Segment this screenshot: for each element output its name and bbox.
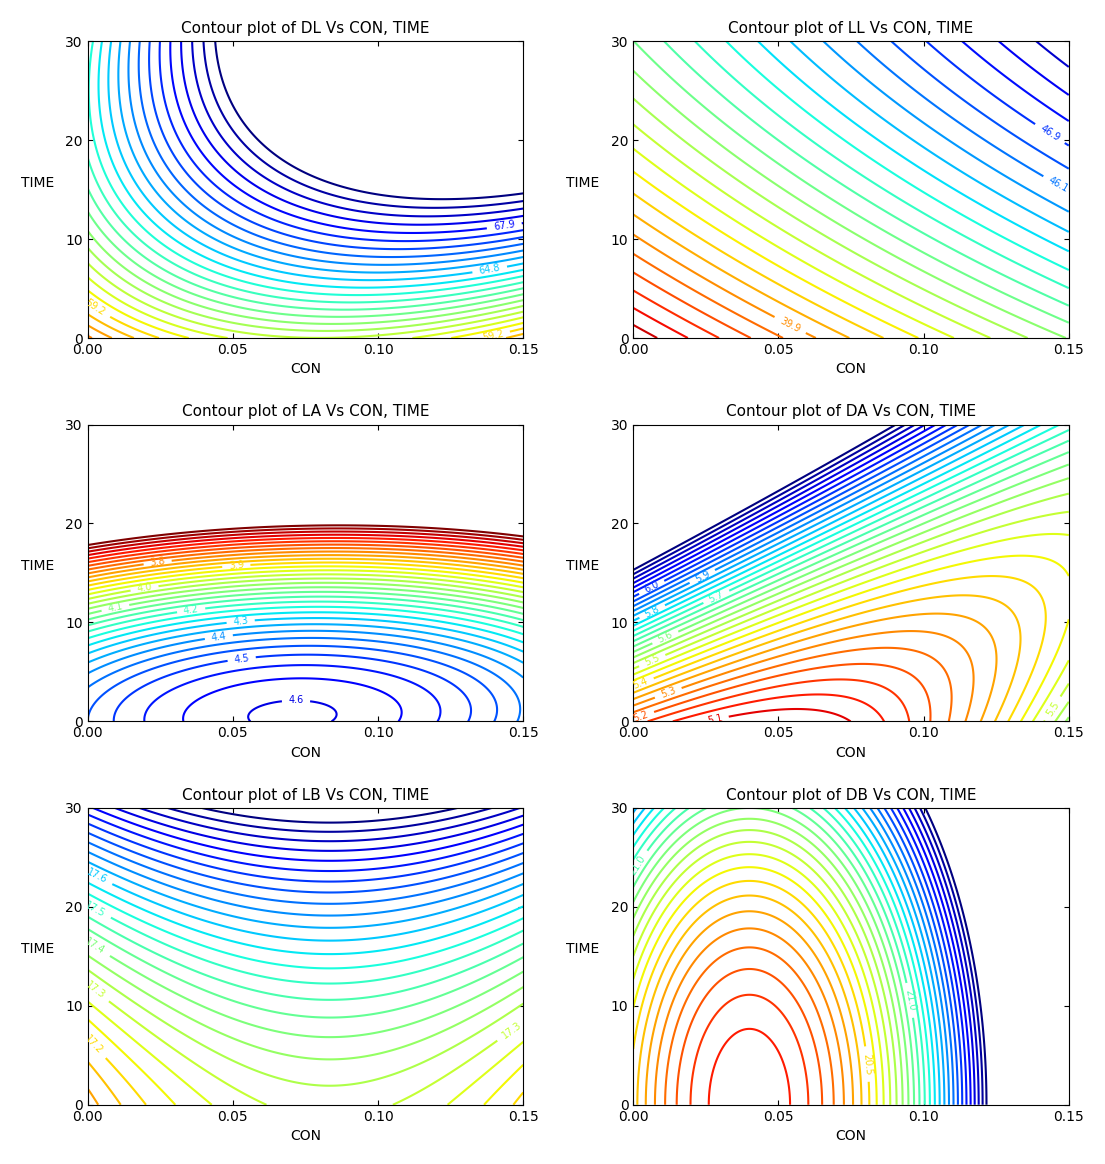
X-axis label: CON: CON [835,746,866,760]
Text: 4.1: 4.1 [107,602,124,615]
Title: Contour plot of DB Vs CON, TIME: Contour plot of DB Vs CON, TIME [726,788,977,802]
Text: 67.9: 67.9 [493,220,516,233]
Y-axis label: TIME: TIME [21,559,54,573]
Title: Contour plot of DL Vs CON, TIME: Contour plot of DL Vs CON, TIME [181,21,430,36]
Text: 21.0: 21.0 [628,853,648,878]
Text: 46.9: 46.9 [1039,123,1062,143]
Text: 5.3: 5.3 [660,686,677,700]
Text: 5.7: 5.7 [707,589,726,604]
Text: 5.9: 5.9 [693,568,712,584]
Text: 6.0: 6.0 [643,580,661,595]
Text: 17.3: 17.3 [83,980,106,1001]
X-axis label: CON: CON [290,1129,320,1143]
Text: 59.2: 59.2 [83,298,107,318]
Text: 3.9: 3.9 [229,560,244,572]
X-axis label: CON: CON [290,362,320,376]
Text: 5.1: 5.1 [706,714,724,726]
X-axis label: CON: CON [290,746,320,760]
X-axis label: CON: CON [835,362,866,376]
Text: 4.2: 4.2 [182,604,199,616]
Y-axis label: TIME: TIME [567,559,600,573]
Text: 4.5: 4.5 [233,653,250,665]
Text: 5.8: 5.8 [643,604,661,619]
Text: 5.6: 5.6 [656,630,674,645]
Text: 3.8: 3.8 [149,556,166,568]
Text: 17.3: 17.3 [499,1020,524,1041]
Text: 4.3: 4.3 [233,616,249,627]
Text: 5.2: 5.2 [632,709,650,724]
Text: 4.6: 4.6 [288,696,304,705]
Text: 64.8: 64.8 [478,263,501,276]
Y-axis label: TIME: TIME [567,176,600,190]
Y-axis label: TIME: TIME [21,943,54,957]
Text: 21.0: 21.0 [903,989,917,1012]
Y-axis label: TIME: TIME [21,176,54,190]
Text: 59.2: 59.2 [481,328,504,342]
Text: 46.1: 46.1 [1046,176,1071,194]
Text: 20.5: 20.5 [861,1052,873,1076]
X-axis label: CON: CON [835,1129,866,1143]
Title: Contour plot of LB Vs CON, TIME: Contour plot of LB Vs CON, TIME [182,788,429,802]
Text: 4.0: 4.0 [136,582,152,595]
Text: 17.5: 17.5 [84,900,107,918]
Text: 4.4: 4.4 [211,631,227,643]
Y-axis label: TIME: TIME [567,943,600,957]
Text: 5.5: 5.5 [1044,700,1061,718]
Title: Contour plot of LA Vs CON, TIME: Contour plot of LA Vs CON, TIME [181,404,429,419]
Text: 17.4: 17.4 [83,937,107,957]
Text: 17.2: 17.2 [83,1034,105,1057]
Title: Contour plot of DA Vs CON, TIME: Contour plot of DA Vs CON, TIME [726,404,976,419]
Title: Contour plot of LL Vs CON, TIME: Contour plot of LL Vs CON, TIME [728,21,974,36]
Text: 17.6: 17.6 [85,867,108,886]
Text: 5.4: 5.4 [632,676,650,691]
Text: 39.9: 39.9 [778,315,802,334]
Text: 5.5: 5.5 [643,653,661,668]
